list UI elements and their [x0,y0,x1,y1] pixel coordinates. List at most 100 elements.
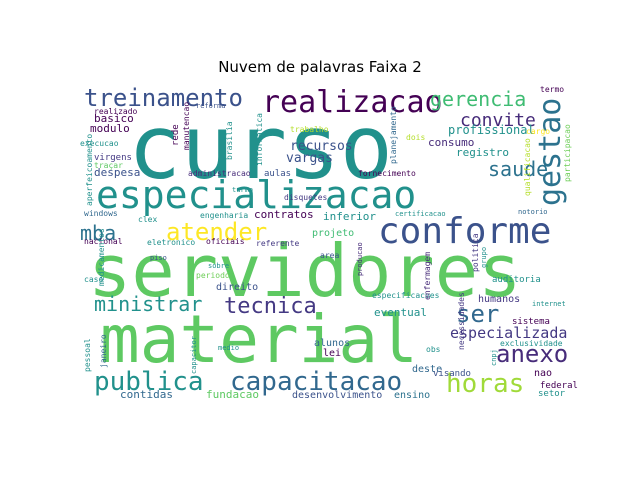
word-medio: medio [218,344,239,352]
word-aperfeicoamento: aperfeicoamento [85,134,94,206]
word-inferior: inferior [323,210,376,223]
word-vargas: vargas [286,151,333,166]
word-especializada: especializada [450,324,567,342]
word-qualificacao: qualificacao [523,138,532,196]
word-grupo: grupo [480,247,488,268]
word-especializacao: especializacao [96,173,416,217]
word-windows: windows [84,209,118,218]
word-certificacao: certificacao [395,210,446,218]
word-deste: deste [412,364,442,375]
word-lei: lei [323,348,341,359]
word-federal: federal [540,381,578,391]
word-exclusividade: exclusividade [500,339,563,348]
word-auditoria: auditoria [492,275,541,285]
word-alunos: alunos [314,338,350,349]
word-periodo: periodo [196,271,230,280]
word-enfermagem: enfermagem [423,252,432,300]
word-humanos: humanos [478,294,520,305]
word-dois: dois [406,133,425,142]
word-treinamento: treinamento [84,84,243,112]
word-mba: mba [80,221,116,245]
word-basico: basico [94,112,134,125]
word-atender: atender [166,218,267,246]
word-manutencao: manutencao [182,102,191,150]
word-brasilia: brasilia [225,121,234,160]
word-publica: publica [94,367,204,397]
word-clex: clex [138,215,157,224]
word-medicamentos: medicamentos [97,228,106,286]
word-ser: ser [456,300,499,328]
word-modulo: modulo [90,122,130,135]
word-gestao: gestao [533,98,568,206]
word-sistema: sistema [512,317,550,327]
word-recursos: recursos [290,139,353,154]
word-ministrar: ministrar [94,292,202,316]
word-piso: piso [150,254,167,262]
word-notorio: notorio [518,208,548,216]
word-virgens: virgens [94,153,132,163]
word-oficiais: oficiais [206,237,245,246]
word-reforma: reforma [196,102,226,110]
word-eventual: eventual [374,306,427,319]
word-material: material [100,301,418,378]
word-fundacao: fundacao [206,388,259,401]
word-nao: nao [534,368,552,379]
word-desenvolvimento: desenvolvimento [292,390,382,401]
word-realizado: realizado [94,107,138,116]
word-despesa: despesa [94,166,140,179]
word-horas: horas [446,369,524,399]
word-especificacoes: especificacoes [372,291,440,300]
word-gerencia: gerencia [430,87,526,111]
word-contratos: contratos [254,208,314,221]
word-turma: turma [232,186,253,194]
word-curso: curso [128,96,393,199]
word-profissional: profissional [448,123,535,137]
word-execucao: execucao [80,139,119,148]
word-convite: convite [460,110,536,131]
word-consumo: consumo [428,136,474,149]
word-informatica: informatica [255,113,264,166]
word-contidas: contidas [120,388,173,401]
word-participacao: participacao [563,124,572,182]
word-sobre: sobre [208,262,229,270]
word-capacitacao: capacitacao [230,367,402,397]
word-visando: visando [433,369,471,379]
word-caso: caso [84,275,103,284]
word-direito: direito [216,282,258,293]
word-janeiro: janeiro [99,334,108,368]
chart-title: Nuvem de palavras Faixa 2 [218,58,422,76]
word-saude: saude [488,157,548,181]
word-fornecimento: fornecimento [358,169,416,178]
word-disquetes: disquetes [284,193,328,202]
word-capacitor: capacitor [190,336,198,374]
word-producao: producao [356,242,364,276]
word-servidores: servidores [88,229,521,313]
word-planejamento: planejamento [389,106,398,164]
word-conforme: conforme [378,211,551,252]
word-projeto: projeto [312,228,354,239]
word-area: area [320,251,339,260]
word-trabalho: trabalho [290,125,329,134]
word-politica: politica [471,233,480,272]
word-cargo: cargo [526,127,550,136]
word-tecnica: tecnica [224,294,317,319]
word-pessoal: pessoal [83,338,92,372]
word-anexo: anexo [496,340,568,368]
word-administracao: administracao [188,169,251,178]
word-rede: rede [171,124,181,146]
word-registro: registro [456,146,509,159]
word-obs: obs [426,345,441,354]
word-setor: setor [538,389,566,399]
word-eletronico: eletronico [147,238,195,247]
word-cnpj: cnpj [490,349,498,366]
word-necessidades: necessidades [457,292,466,350]
word-realizacao: realizacao [262,85,443,120]
word-ensino: ensino [394,390,430,401]
word-internet: internet [532,300,566,308]
word-referente: referente [256,239,300,248]
word-traçar: traçar [94,161,123,170]
word-engenharia: engenharia [200,211,248,220]
word-termo: termo [540,85,564,94]
word-nacional: nacional [84,237,123,246]
